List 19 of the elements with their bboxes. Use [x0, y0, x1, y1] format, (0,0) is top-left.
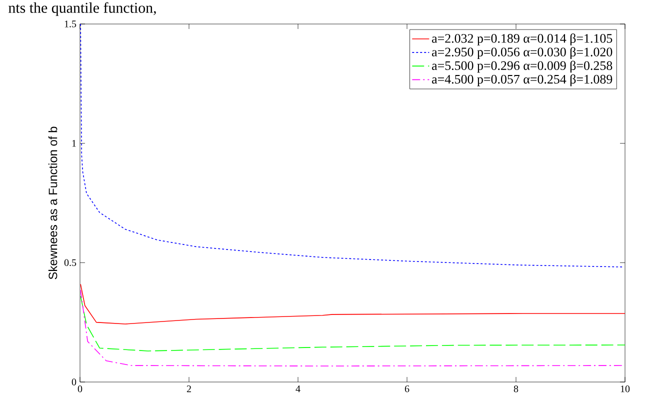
line-series [80, 24, 624, 268]
x-tick-label: 0 [78, 386, 82, 392]
line-series [80, 296, 626, 352]
legend-label: a=5.500 p=0.296 α=0.009 β=0.258 [432, 60, 612, 73]
x-tick-label: 4 [296, 386, 300, 392]
line-series [80, 284, 626, 324]
legend-label: a=2.950 p=0.056 α=0.030 β=1.020 [432, 47, 612, 60]
y-tick-label: 0.5 [64, 259, 76, 266]
y-tick-label: 1.5 [64, 20, 76, 28]
x-tick-label: 10 [620, 386, 630, 392]
x-tick-label: 2 [186, 386, 191, 392]
y-tick-label: 0 [72, 378, 76, 386]
y-tick-label: 1 [72, 140, 76, 147]
x-tick-label: 6 [404, 386, 410, 392]
legend-label: a=2.032 p=0.189 α=0.014 β=1.105 [432, 34, 612, 46]
y-axis-title: Skewnees as a Function of b [48, 126, 58, 280]
x-tick-label: 8 [514, 386, 518, 392]
legend-label: a=4.500 p=0.057 α=0.254 β=1.089 [432, 74, 612, 86]
text: nts the quantile function, [8, 2, 156, 16]
